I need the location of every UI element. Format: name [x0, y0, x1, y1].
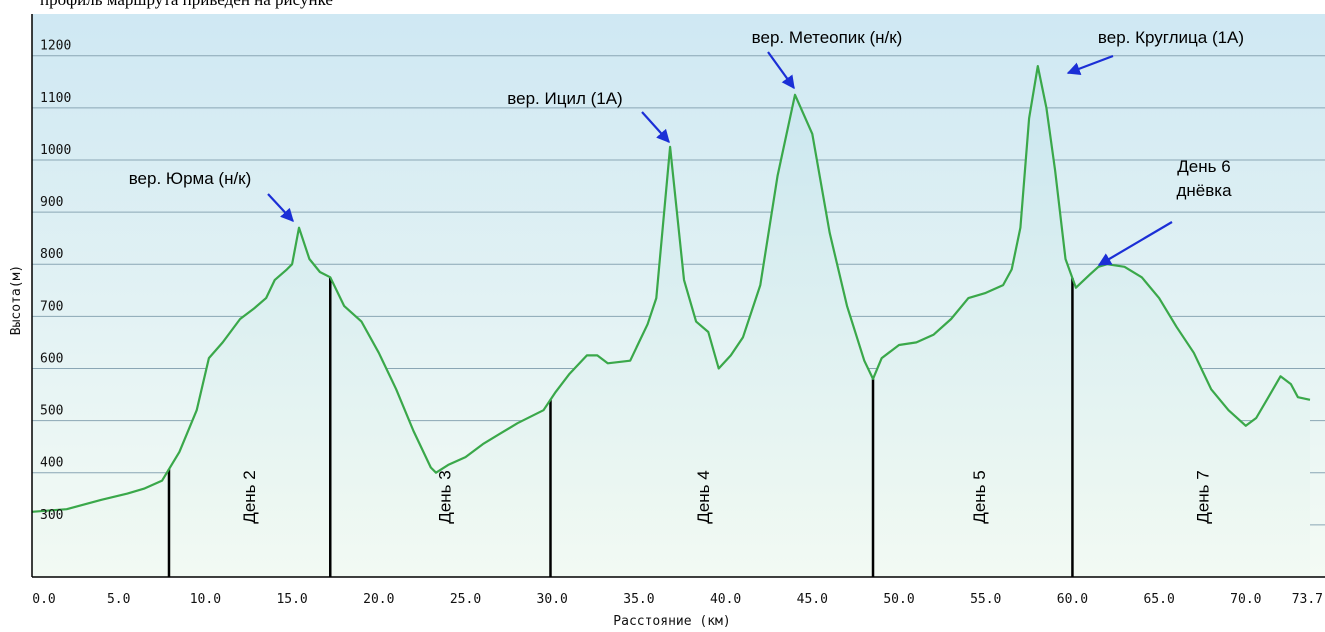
elevation-line	[31, 65, 1311, 513]
peak-annotations: вер. Юрма (н/к) вер. Ицил (1А) вер. Метеоп…	[129, 28, 1244, 266]
peak-arrow	[1066, 54, 1114, 75]
x-tick-label: 65.0	[1143, 592, 1174, 607]
x-tick-label: 40.0	[710, 592, 741, 607]
x-tick-label: 45.0	[797, 592, 828, 607]
day-markers: День 2 День 3 День 4 День 5 День 7	[167, 277, 1212, 577]
elevation-area	[32, 66, 1310, 577]
peak-label: днёвка	[1176, 181, 1232, 200]
y-tick-label: 400	[40, 456, 63, 471]
y-tick-label: 1200	[40, 39, 71, 54]
x-tick-label: 15.0	[276, 592, 307, 607]
day-label: День 7	[1193, 470, 1212, 523]
x-tick-label: 0.0	[32, 592, 55, 607]
peak-label: День 6	[1177, 157, 1230, 176]
y-tick-label: 600	[40, 351, 63, 366]
peak-arrow	[1097, 221, 1173, 266]
y-tick-label: 300	[40, 508, 63, 523]
x-tick-label: 73.7	[1292, 592, 1323, 607]
x-tick-labels: 0.0 5.0 10.0 15.0 20.0 25.0 30.0 35.0 40.0 45.0 50…	[32, 592, 1323, 607]
x-tick-label: 25.0	[450, 592, 481, 607]
x-tick-label: 20.0	[363, 592, 394, 607]
day-label: День 2	[240, 470, 259, 523]
y-tick-label: 800	[40, 247, 63, 262]
x-tick-label: 70.0	[1230, 592, 1261, 607]
day-label: День 5	[970, 470, 989, 523]
x-tick-label: 5.0	[107, 592, 130, 607]
peak-arrow	[641, 111, 670, 143]
day-label: День 3	[436, 470, 455, 523]
peak-label: вер. Ицил (1А)	[507, 89, 622, 108]
y-tick-label: 1000	[40, 143, 71, 158]
y-axis-title: Высота(м)	[9, 265, 24, 335]
caption-fragment: профиль маршрута приведен на рисунке	[40, 0, 333, 10]
y-tick-labels: 300 400 500 600 700 800 900 1000 1100 1200	[40, 39, 71, 523]
peak-label: вер. Метеопик (н/к)	[752, 28, 903, 47]
y-tick-label: 1100	[40, 91, 71, 106]
x-tick-label: 55.0	[970, 592, 1001, 607]
x-tick-label: 10.0	[190, 592, 221, 607]
peak-label: вер. Юрма (н/к)	[129, 169, 252, 188]
peak-label: вер. Круглица (1А)	[1098, 28, 1244, 47]
y-tick-label: 700	[40, 299, 63, 314]
x-tick-label: 60.0	[1057, 592, 1088, 607]
y-tick-label: 900	[40, 195, 63, 210]
peak-arrow	[267, 193, 294, 222]
day-label: День 4	[694, 470, 713, 523]
x-tick-label: 50.0	[883, 592, 914, 607]
peak-arrow	[767, 51, 795, 90]
y-tick-label: 500	[40, 404, 63, 419]
x-tick-label: 30.0	[537, 592, 568, 607]
x-axis-title: Расстояние (км)	[613, 614, 730, 629]
x-tick-label: 35.0	[623, 592, 654, 607]
